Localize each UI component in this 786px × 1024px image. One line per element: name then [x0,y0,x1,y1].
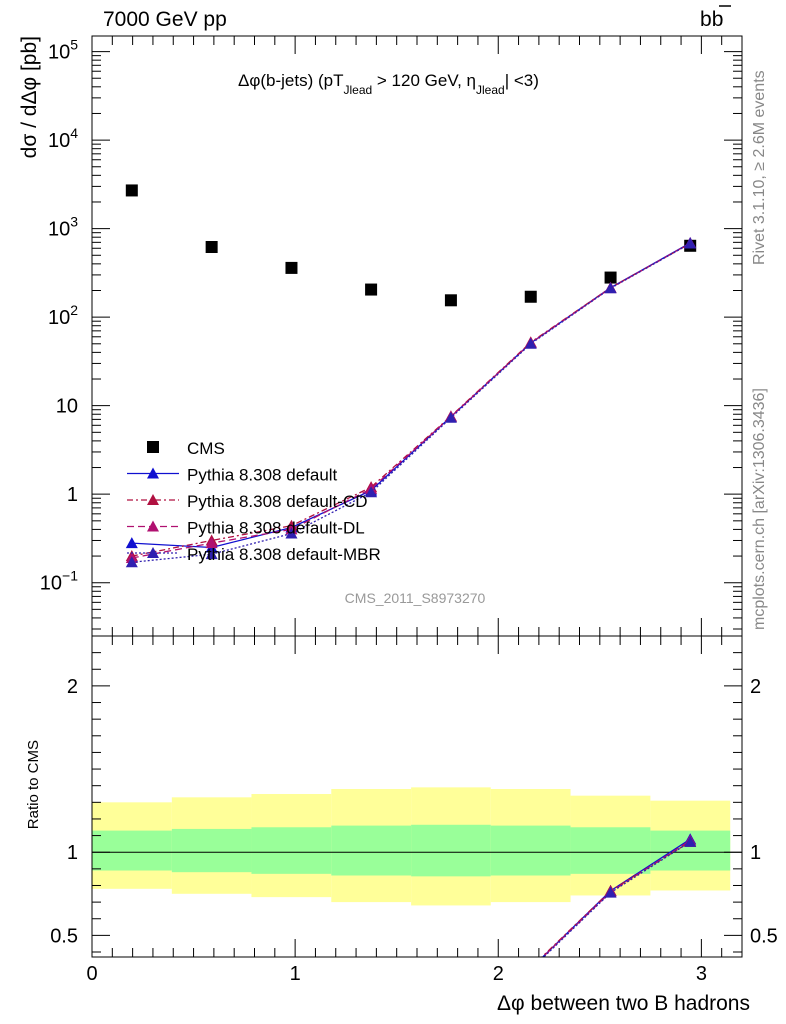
cms-point [524,290,537,303]
ratio-tick-label: 2 [67,676,78,698]
legend-label-2: Pythia 8.308 default-DL [187,519,365,538]
cms-point [444,294,457,307]
legend-cms-label: CMS [187,439,225,458]
series-marker-3 [125,556,138,568]
title-sub1: Jlead [344,83,373,97]
cms-point [365,283,378,296]
legend-label-0: Pythia 8.308 default [187,466,338,485]
process-label: bb [700,5,731,31]
process-b: b [700,8,712,31]
chart-title: Δφ(b-jets) (pTJlead > 120 GeV, ηJlead| <… [238,71,539,97]
svg-text:bb: bb [700,8,723,31]
ratio-band-inner [251,827,332,874]
mcplots-label: mcplots.cern.ch [arXiv:1306.3436] [751,388,768,630]
series-marker-3 [444,411,457,423]
analysis-id: CMS_2011_S8973270 [345,590,486,606]
legend-cms-marker [147,441,159,453]
ratio-y-axis-label: Ratio to CMS [25,740,42,829]
y-tick-base: 10 [48,219,70,241]
x-tick-label: 2 [493,963,504,985]
y-tick-exp: 2 [70,302,78,318]
ratio-tick-label: 1 [67,842,78,864]
ratio-tick-label-right: 1 [750,842,761,864]
y-tick-label: 102 [48,302,78,329]
y-tick-label: 105 [48,37,78,64]
x-tick-label: 0 [86,963,97,985]
y-tick-exp: 5 [70,37,78,53]
y-tick-exp: −1 [62,568,78,584]
series-line-3 [131,242,691,563]
series-marker-3 [604,282,617,294]
series-marker-3 [205,548,218,560]
y-tick-base: 10 [48,130,70,152]
y-tick-base: 10 [48,42,70,64]
process-bbar: b [712,8,724,31]
ratio-marker-3 [604,886,617,898]
ratio-line-2 [541,839,691,957]
y-tick-base: 10 [48,307,70,329]
title-mid: > 120 GeV, η [372,71,476,90]
title-lead: Δφ(b-jets) (pT [238,71,344,90]
y-tick-label: 10 [56,396,78,418]
legend-marker-1 [147,494,159,505]
title-tail: | <3) [505,71,539,90]
legend-label-1: Pythia 8.308 default-CD [187,492,368,511]
x-tick-label: 3 [696,963,707,985]
series-marker-0 [125,537,138,549]
ratio-line-0 [541,838,691,957]
ratio-band-inner [92,830,172,871]
ratio-tick-label-right: 2 [750,676,761,698]
series-marker-3 [524,337,537,349]
y-axis-label: dσ / dΔφ [pb] [18,36,41,158]
series-marker-3 [285,527,298,539]
y-tick-exp: 3 [70,214,78,230]
x-axis-label: Δφ between two B hadrons [497,992,750,1015]
y-tick-label: 103 [48,214,78,241]
legend: CMS Pythia 8.308 default Pythia 8.308 defa… [127,439,381,564]
ratio-band-inner [490,825,571,876]
y-tick-exp: 4 [70,125,78,141]
ratio-tick-label: 0.5 [50,925,78,947]
ratio-line-3 [542,841,691,957]
series-line-1 [131,242,691,557]
cms-point [125,184,138,197]
ratio-band-inner [331,825,412,876]
ratio-band-inner [570,827,651,874]
ratio-data-layer [92,787,742,957]
y-tick-label: 10−1 [40,568,78,595]
ratio-band-inner [411,824,491,877]
energy-label: 7000 GeV pp [103,8,227,31]
cms-point [604,271,617,284]
y-tick-label: 104 [48,125,78,152]
series-line-2 [131,242,691,559]
ratio-band-inner [171,828,252,873]
ratio-panel: 0.5 0.5 1 1 2 2 0 1 2 3 [50,635,778,985]
cms-point [205,241,218,254]
series-marker-3 [365,486,378,498]
main-data-layer [125,184,697,568]
x-tick-label: 1 [290,963,301,985]
cms-point [285,261,298,274]
series-marker-3 [684,237,697,249]
legend-label-3: Pythia 8.308 default-MBR [187,545,381,564]
legend-marker-0 [147,467,159,479]
ratio-marker-3 [684,835,697,847]
title-sub2: Jlead [476,83,505,97]
series-marker-2 [205,537,218,549]
ratio-tick-label-right: 0.5 [750,925,778,947]
legend-marker-3 [147,547,159,558]
y-tick-label: 1 [67,484,78,506]
y-tick-base: 10 [40,573,62,595]
rivet-label: Rivet 3.1.10, ≥ 2.6M events [751,70,768,265]
legend-marker-2 [147,520,159,532]
